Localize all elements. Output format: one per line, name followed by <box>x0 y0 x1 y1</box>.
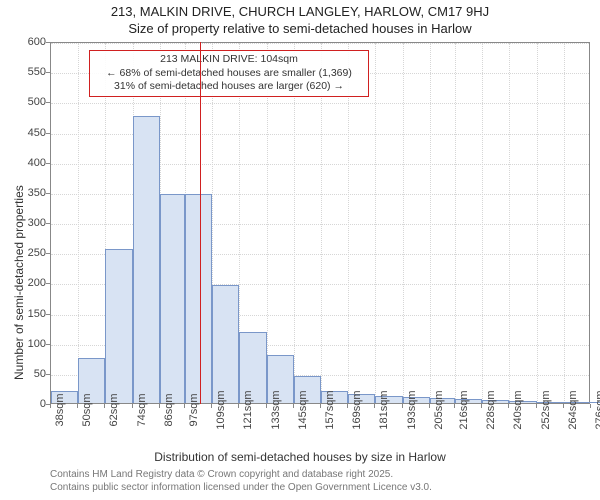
y-tick-label: 350 <box>2 187 46 199</box>
x-tick <box>454 404 455 408</box>
grid-line-v <box>430 43 431 403</box>
histogram-bar <box>212 285 239 403</box>
grid-line-v <box>564 43 565 403</box>
grid-line-v <box>403 43 404 403</box>
x-tick <box>132 404 133 408</box>
x-tick-label: 62sqm <box>108 393 120 426</box>
x-tick <box>159 404 160 408</box>
y-tick-label: 250 <box>2 247 46 259</box>
y-tick <box>46 133 50 134</box>
grid-line-v <box>482 43 483 403</box>
y-tick <box>46 314 50 315</box>
x-tick-label: 181sqm <box>378 390 390 429</box>
x-tick-label: 252sqm <box>540 390 552 429</box>
x-tick <box>402 404 403 408</box>
grid-line-v <box>509 43 510 403</box>
x-tick-label: 157sqm <box>324 390 336 429</box>
y-tick-label: 100 <box>2 338 46 350</box>
grid-line-v <box>455 43 456 403</box>
x-tick-label: 86sqm <box>163 393 175 426</box>
footer-line2: Contains public sector information licen… <box>50 481 432 494</box>
grid-line-v <box>321 43 322 403</box>
histogram-bar <box>185 194 212 403</box>
x-tick-label: 169sqm <box>351 390 363 429</box>
x-tick <box>347 404 348 408</box>
y-tick <box>46 283 50 284</box>
x-tick-label: 74sqm <box>136 393 148 426</box>
x-tick <box>429 404 430 408</box>
x-tick <box>266 404 267 408</box>
grid-line-v <box>537 43 538 403</box>
y-tick-label: 300 <box>2 217 46 229</box>
x-tick-label: 145sqm <box>297 390 309 429</box>
y-tick <box>46 253 50 254</box>
grid-line-v <box>375 43 376 403</box>
y-tick <box>46 193 50 194</box>
y-tick-label: 0 <box>2 398 46 410</box>
x-tick <box>563 404 564 408</box>
grid-line-v <box>294 43 295 403</box>
x-tick <box>238 404 239 408</box>
annotation-line1: 213 MALKIN DRIVE: 104sqm <box>94 53 364 67</box>
y-tick-label: 450 <box>2 127 46 139</box>
chart-title-line2: Size of property relative to semi-detach… <box>0 21 600 36</box>
y-tick-label: 500 <box>2 96 46 108</box>
x-tick-label: 133sqm <box>270 390 282 429</box>
x-tick-label: 240sqm <box>512 390 524 429</box>
x-tick-label: 205sqm <box>433 390 445 429</box>
x-axis-title: Distribution of semi-detached houses by … <box>0 450 600 464</box>
y-tick <box>46 374 50 375</box>
y-tick <box>46 223 50 224</box>
x-tick <box>374 404 375 408</box>
y-tick <box>46 102 50 103</box>
x-tick <box>104 404 105 408</box>
x-tick <box>77 404 78 408</box>
x-tick <box>481 404 482 408</box>
y-tick-label: 600 <box>2 36 46 48</box>
x-tick-label: 109sqm <box>215 390 227 429</box>
x-tick-label: 50sqm <box>81 393 93 426</box>
grid-line-v <box>78 43 79 403</box>
y-tick-label: 150 <box>2 308 46 320</box>
x-tick-label: 216sqm <box>458 390 470 429</box>
x-tick-label: 228sqm <box>485 390 497 429</box>
reference-line <box>200 42 201 404</box>
annotation-line2: ← 68% of semi-detached houses are smalle… <box>94 67 364 81</box>
x-tick-label: 264sqm <box>567 390 579 429</box>
footer-text: Contains HM Land Registry data © Crown c… <box>50 468 432 494</box>
y-tick-label: 200 <box>2 277 46 289</box>
x-tick <box>508 404 509 408</box>
y-tick-label: 400 <box>2 157 46 169</box>
x-tick-label: 276sqm <box>594 390 600 429</box>
x-tick-label: 193sqm <box>406 390 418 429</box>
chart-container: 213, MALKIN DRIVE, CHURCH LANGLEY, HARLO… <box>0 0 600 500</box>
x-tick <box>184 404 185 408</box>
x-tick-label: 121sqm <box>242 390 254 429</box>
histogram-bar <box>160 194 185 403</box>
grid-line-v <box>348 43 349 403</box>
y-tick <box>46 42 50 43</box>
histogram-bar <box>133 116 160 403</box>
x-tick <box>320 404 321 408</box>
y-tick-label: 550 <box>2 66 46 78</box>
x-tick <box>293 404 294 408</box>
chart-title-line1: 213, MALKIN DRIVE, CHURCH LANGLEY, HARLO… <box>0 4 600 19</box>
x-tick <box>50 404 51 408</box>
y-tick <box>46 72 50 73</box>
histogram-bar <box>105 249 132 403</box>
annotation-box: 213 MALKIN DRIVE: 104sqm ← 68% of semi-d… <box>89 50 369 97</box>
annotation-line3: 31% of semi-detached houses are larger (… <box>94 80 364 94</box>
x-tick <box>536 404 537 408</box>
grid-line-v <box>267 43 268 403</box>
y-tick <box>46 163 50 164</box>
x-tick-label: 97sqm <box>188 393 200 426</box>
y-tick-label: 50 <box>2 368 46 380</box>
x-tick <box>590 404 591 408</box>
footer-line1: Contains HM Land Registry data © Crown c… <box>50 468 432 481</box>
x-tick <box>211 404 212 408</box>
x-tick-label: 38sqm <box>54 393 66 426</box>
y-tick <box>46 344 50 345</box>
